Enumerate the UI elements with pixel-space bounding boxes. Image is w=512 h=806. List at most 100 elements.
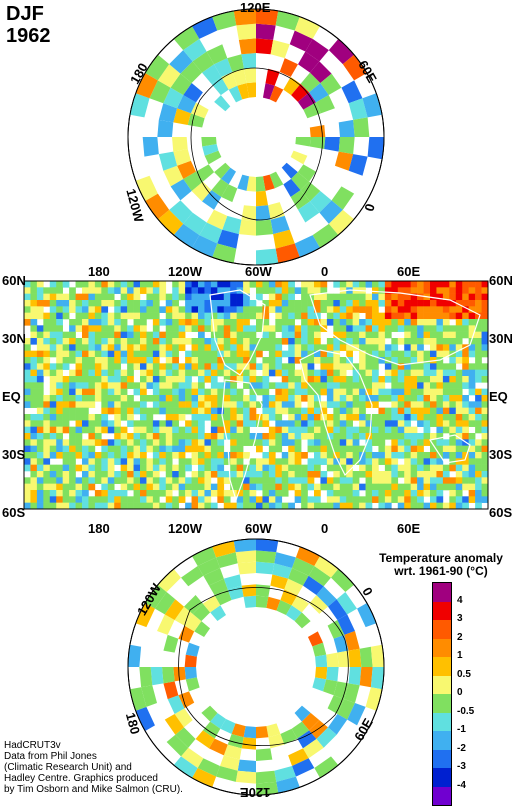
- grid-cell: [114, 420, 121, 427]
- grid-cell: [243, 376, 250, 383]
- grid-cell: [462, 407, 469, 415]
- grid-cell: [430, 464, 437, 472]
- grid-cell: [359, 667, 373, 688]
- grid-cell: [320, 388, 328, 396]
- grid-cell: [88, 382, 96, 389]
- grid-cell: [316, 586, 337, 607]
- grid-cell: [449, 401, 457, 408]
- grid-cell: [298, 51, 320, 73]
- grid-cell: [62, 281, 70, 288]
- grid-cell: [152, 293, 160, 301]
- grid-cell: [178, 414, 186, 421]
- grid-cell: [281, 388, 289, 396]
- grid-cell: [191, 433, 199, 440]
- grid-cell: [262, 407, 270, 415]
- grid-cell: [359, 401, 366, 408]
- grid-cell: [288, 401, 295, 408]
- grid-cell: [314, 388, 321, 396]
- grid-cell: [24, 401, 31, 408]
- grid-cell: [204, 319, 212, 326]
- grid-cell: [404, 363, 411, 370]
- grid-cell: [75, 363, 83, 370]
- grid-cell: [223, 357, 231, 364]
- grid-cell: [69, 306, 76, 313]
- grid-cell: [172, 344, 179, 351]
- grid-cell: [339, 490, 347, 497]
- grid-cell: [162, 667, 175, 684]
- grid-cell: [352, 433, 360, 440]
- grid-cell: [235, 550, 256, 564]
- grid-cell: [320, 433, 328, 440]
- grid-cell: [75, 426, 83, 434]
- grid-cell: [49, 407, 57, 415]
- grid-cell: [365, 382, 373, 389]
- grid-cell: [204, 401, 212, 408]
- grid-cell: [101, 483, 109, 491]
- grid-cell: [326, 477, 334, 484]
- grid-cell: [204, 293, 212, 301]
- grid-cell: [430, 325, 437, 332]
- grid-cell: [391, 414, 399, 421]
- grid-cell: [338, 119, 355, 137]
- grid-cell: [436, 483, 444, 491]
- grid-cell: [101, 350, 109, 358]
- grid-cell: [62, 300, 70, 307]
- grid-cell: [49, 433, 57, 440]
- grid-cell: [75, 382, 83, 389]
- grid-cell: [391, 369, 399, 377]
- grid-cell: [314, 483, 321, 491]
- grid-cell: [410, 357, 418, 364]
- grid-cell: [230, 452, 237, 459]
- grid-cell: [404, 312, 411, 320]
- grid-cell: [49, 426, 57, 434]
- grid-cell: [145, 193, 170, 220]
- grid-cell: [198, 445, 205, 453]
- grid-cell: [163, 634, 179, 653]
- grid-cell: [159, 502, 167, 510]
- grid-cell: [30, 483, 38, 491]
- grid-cell: [192, 51, 214, 73]
- grid-cell: [191, 477, 199, 484]
- grid-cell: [94, 363, 102, 370]
- grid-cell: [384, 293, 392, 301]
- grid-cell: [352, 414, 360, 421]
- grid-cell: [217, 293, 225, 301]
- grid-cell: [114, 300, 121, 307]
- right-lat-label: EQ: [489, 389, 508, 404]
- grid-cell: [410, 287, 418, 294]
- grid-cell: [204, 452, 212, 459]
- grid-cell: [152, 496, 160, 503]
- grid-cell: [384, 350, 392, 358]
- grid-cell: [114, 388, 121, 396]
- grid-cell: [281, 483, 289, 491]
- grid-cell: [275, 426, 283, 434]
- grid-cell: [301, 712, 320, 731]
- grid-cell: [152, 464, 160, 472]
- grid-cell: [404, 445, 411, 453]
- grid-cell: [140, 350, 147, 358]
- grid-cell: [268, 445, 276, 453]
- grid-cell: [191, 502, 199, 510]
- grid-cell: [256, 363, 263, 370]
- grid-cell: [397, 388, 405, 396]
- grid-cell: [204, 464, 212, 472]
- grid-cell: [307, 445, 315, 453]
- grid-cell: [301, 490, 308, 497]
- north-label-120e: 120E: [240, 0, 271, 15]
- grid-cell: [339, 388, 347, 396]
- grid-cell: [223, 376, 231, 383]
- grid-cell: [275, 483, 283, 491]
- grid-cell: [481, 407, 489, 415]
- grid-cell: [372, 458, 379, 465]
- grid-cell: [320, 73, 342, 95]
- grid-cell: [462, 357, 469, 364]
- grid-cell: [372, 433, 379, 440]
- grid-cell: [56, 490, 63, 497]
- grid-cell: [449, 382, 457, 389]
- grid-cell: [339, 445, 347, 453]
- grid-cell: [475, 483, 482, 491]
- grid-cell: [359, 464, 366, 472]
- grid-cell: [475, 426, 482, 434]
- grid-cell: [314, 357, 321, 364]
- grid-cell: [308, 565, 331, 587]
